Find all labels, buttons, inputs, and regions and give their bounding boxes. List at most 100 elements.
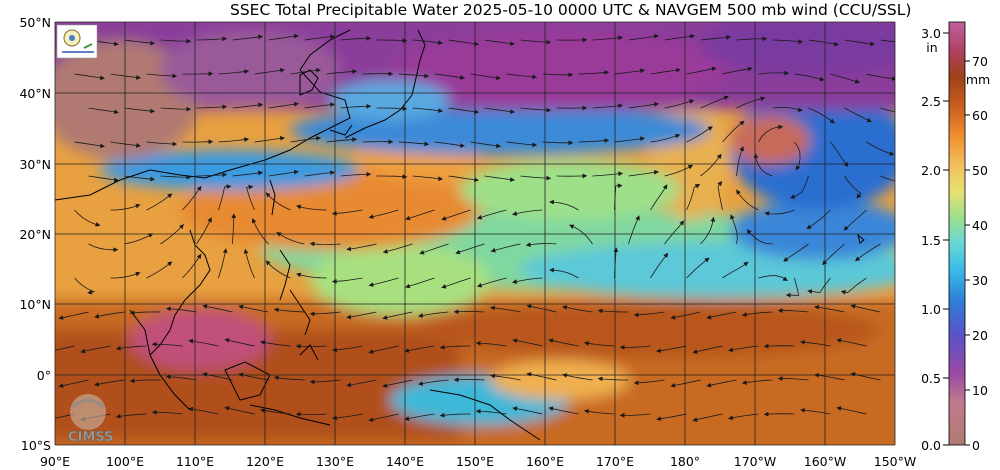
wind-arrow (569, 224, 593, 245)
wind-arrow (165, 306, 197, 313)
wind-arrow (866, 141, 895, 156)
wind-arrow (124, 39, 156, 46)
wind-arrow (196, 104, 228, 110)
wind-arrow (670, 311, 701, 320)
wind-arrow (453, 309, 485, 315)
wind-arrow (382, 311, 413, 320)
wind-arrow (151, 341, 183, 347)
wind-arrow (736, 36, 768, 42)
wind-arrow (722, 261, 749, 279)
wind-arrow (268, 33, 299, 41)
wind-arrow (441, 277, 471, 289)
wind-arrow (844, 107, 872, 123)
wind-arrow (700, 216, 716, 245)
wind-arrow (218, 184, 232, 211)
wind-arrow (844, 175, 862, 199)
latitude-labels: 50°N 40°N 30°N 20°N 10°N 0° 10°S (19, 15, 51, 453)
wind-arrow (814, 372, 845, 381)
wind-arrow (526, 372, 557, 381)
wind-arrow (806, 209, 831, 230)
wind-arrow (58, 311, 89, 320)
cimss-watermark: CIMSS (68, 394, 114, 445)
lat-label-50n: 50°N (19, 15, 51, 30)
wind-arrow (419, 243, 449, 255)
wind-arrow (822, 243, 845, 266)
wind-arrow (340, 103, 372, 109)
wind-arrow (844, 39, 875, 47)
colorbar-in-tick-4: 2.0 (921, 163, 941, 178)
wind-arrow (850, 372, 881, 381)
wind-arrow (836, 406, 867, 415)
colorbar-mm-tick-2: 20 (972, 328, 988, 343)
wind-arrow (866, 73, 895, 81)
wind-arrow (520, 39, 552, 45)
wind-arrow (650, 252, 669, 279)
wind-arrow (224, 338, 255, 347)
wind-arrow (475, 408, 507, 415)
wind-arrow (55, 413, 75, 419)
wind-arrow (80, 345, 111, 354)
wind-arrow (758, 275, 788, 282)
lon-label-140e: 140°E (386, 454, 424, 469)
wind-arrow (124, 175, 156, 182)
wind-arrow (439, 412, 471, 418)
wind-arrow (254, 67, 285, 75)
wind-arrow (124, 107, 156, 114)
wind-arrow (628, 34, 659, 41)
wind-arrow (448, 107, 479, 115)
wind-arrow (232, 34, 264, 41)
wind-arrow (880, 107, 895, 113)
wind-arrow (506, 73, 538, 80)
wind-arrow (741, 311, 773, 317)
wind-arrow (790, 175, 809, 199)
wind-arrow (597, 308, 629, 314)
wind-arrow (706, 311, 737, 320)
wind-arrow (484, 39, 515, 46)
wind-arrow (772, 39, 804, 44)
wind-arrow (382, 243, 413, 254)
cimss-text: CIMSS (68, 430, 113, 445)
ssec-logo (56, 24, 98, 59)
wind-arrow (448, 175, 479, 183)
wind-arrow (700, 153, 722, 177)
coastlines (55, 29, 865, 441)
wind-arrow (254, 135, 285, 143)
wind-arrow (434, 73, 465, 80)
wind-arrow (717, 180, 723, 211)
wind-arrow (526, 304, 557, 313)
wind-arrow (476, 277, 507, 288)
wind-arrow (182, 71, 214, 77)
wind-arrow (628, 102, 659, 109)
wind-arrow (304, 34, 335, 41)
lon-label-160w: 160°W (804, 454, 846, 469)
wind-arrow (512, 277, 543, 284)
wind-arrow (74, 209, 101, 227)
wind-arrow (736, 189, 759, 211)
wind-arrow (115, 345, 147, 351)
wind-arrow (309, 311, 341, 317)
colorbar-mm-unit: mm (966, 72, 990, 87)
wind-arrow (619, 412, 651, 418)
wind-arrow (758, 124, 784, 143)
wind-arrow (405, 209, 435, 221)
wind-arrow (88, 175, 119, 183)
wind-arrow (549, 199, 579, 211)
colorbar-mm-tick-5: 50 (972, 163, 988, 178)
graticule (54, 21, 896, 446)
wind-arrow (664, 220, 685, 245)
wind-arrow (412, 39, 444, 46)
wind-arrow (160, 38, 192, 44)
wind-arrow (418, 379, 449, 386)
lon-label-90e: 90°E (40, 454, 70, 469)
lon-label-180: 180° (670, 454, 700, 469)
wind-arrow (614, 136, 645, 143)
wind-arrow (182, 253, 202, 279)
wind-arrow (296, 272, 327, 279)
wind-arrow (326, 69, 358, 75)
wind-arrow (368, 277, 399, 287)
wind-arrow (94, 311, 125, 319)
wind-arrow (506, 141, 538, 148)
wind-arrow (470, 141, 501, 149)
wind-arrow (484, 175, 515, 182)
wind-arrow (231, 213, 237, 245)
